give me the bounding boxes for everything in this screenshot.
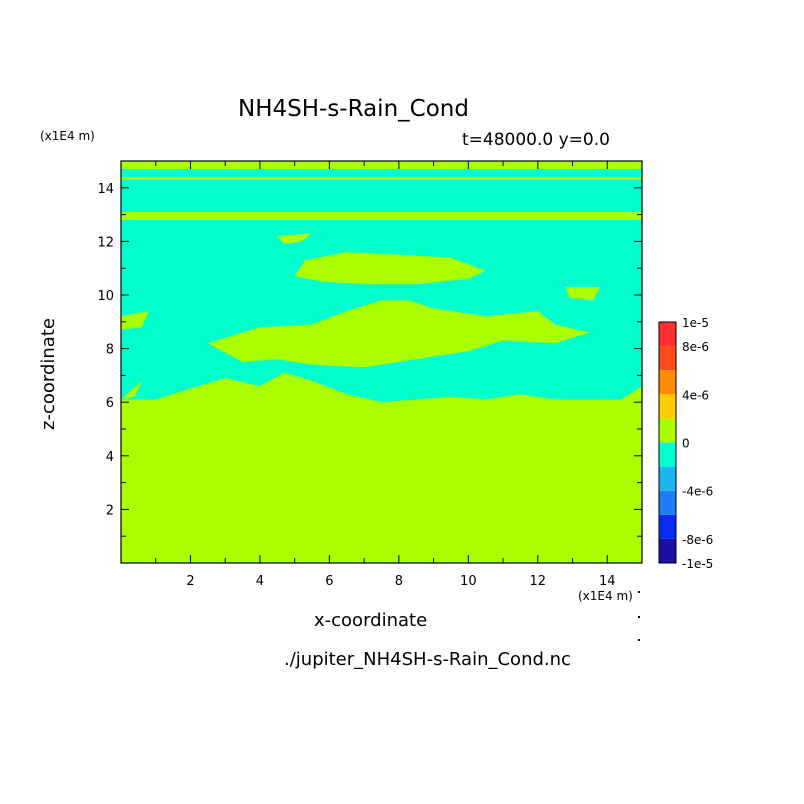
colorbar-label: -1e-5 (682, 557, 713, 571)
y-axis-label: z-coordinate (38, 318, 59, 430)
colorbar-label: 0 (682, 437, 690, 451)
contour-region-4 (121, 177, 642, 180)
x-axis-label: x-coordinate (314, 610, 428, 631)
contour-region-9 (121, 380, 142, 400)
marker-dot (638, 639, 640, 641)
contour-field (121, 161, 642, 563)
contour-region-2 (294, 252, 486, 285)
colorbar-bin-3 (659, 466, 676, 491)
contour-region-1 (207, 300, 590, 368)
colorbar-bin-4 (659, 442, 676, 467)
contour-region-0 (121, 372, 642, 563)
y-tick-label: 2 (106, 503, 114, 518)
x-tick-label: 14 (599, 574, 616, 589)
y-tick-label: 10 (97, 289, 114, 304)
y-tick-label: 8 (106, 343, 114, 358)
y-tick-label: 4 (106, 450, 114, 465)
marker-dot (638, 616, 640, 618)
colorbar-bin-1 (659, 514, 676, 539)
y-tick-label: 14 (97, 182, 114, 197)
colorbar-bin-0 (659, 538, 676, 563)
colorbar-bin-9 (659, 322, 676, 347)
contour-region-5 (121, 161, 642, 169)
y-tick-label: 12 (97, 235, 114, 250)
colorbar-label: 8e-6 (682, 340, 709, 354)
contour-region-10 (621, 386, 642, 400)
contour-region-8 (121, 311, 149, 330)
colorbar-bin-7 (659, 370, 676, 395)
x-axis: 2 4 6 8 10 12 14 (155, 161, 616, 589)
y-axis: 2 4 6 8 10 12 14 (97, 182, 642, 537)
chart-title: NH4SH-s-Rain_Cond (238, 96, 469, 122)
colorbar-label: -4e-6 (682, 485, 713, 499)
contour-region-6 (277, 233, 312, 245)
colorbar-bin-6 (659, 394, 676, 419)
colorbar-label: -8e-6 (682, 533, 713, 547)
marker-dot (638, 591, 640, 593)
y-axis-unit: (x1E4 m) (40, 129, 95, 143)
x-tick-label: 10 (460, 574, 477, 589)
x-tick-label: 2 (186, 574, 194, 589)
x-tick-label: 12 (530, 574, 547, 589)
chart-subtitle: t=48000.0 y=0.0 (462, 130, 610, 150)
colorbar-frame (658, 321, 677, 564)
x-axis-unit: (x1E4 m) (578, 589, 633, 603)
contour-region-3 (121, 211, 642, 220)
x-tick-label: 4 (256, 574, 264, 589)
colorbar-bin-8 (659, 346, 676, 371)
x-tick-label: 8 (395, 574, 403, 589)
axis-markers (638, 591, 640, 641)
source-filename: ./jupiter_NH4SH-s-Rain_Cond.nc (284, 649, 571, 670)
colorbar-label: 1e-5 (682, 316, 709, 330)
colorbar-bin-2 (659, 490, 676, 515)
y-tick-label: 6 (106, 396, 114, 411)
colorbar: 1e-5 8e-6 4e-6 0 -4e-6 -8e-6 -1e-5 (658, 316, 713, 571)
colorbar-label: 4e-6 (682, 388, 709, 402)
x-tick-label: 6 (325, 574, 333, 589)
plot-frame (120, 160, 643, 564)
contour-region-7 (565, 287, 601, 301)
colorbar-bin-5 (659, 418, 676, 443)
